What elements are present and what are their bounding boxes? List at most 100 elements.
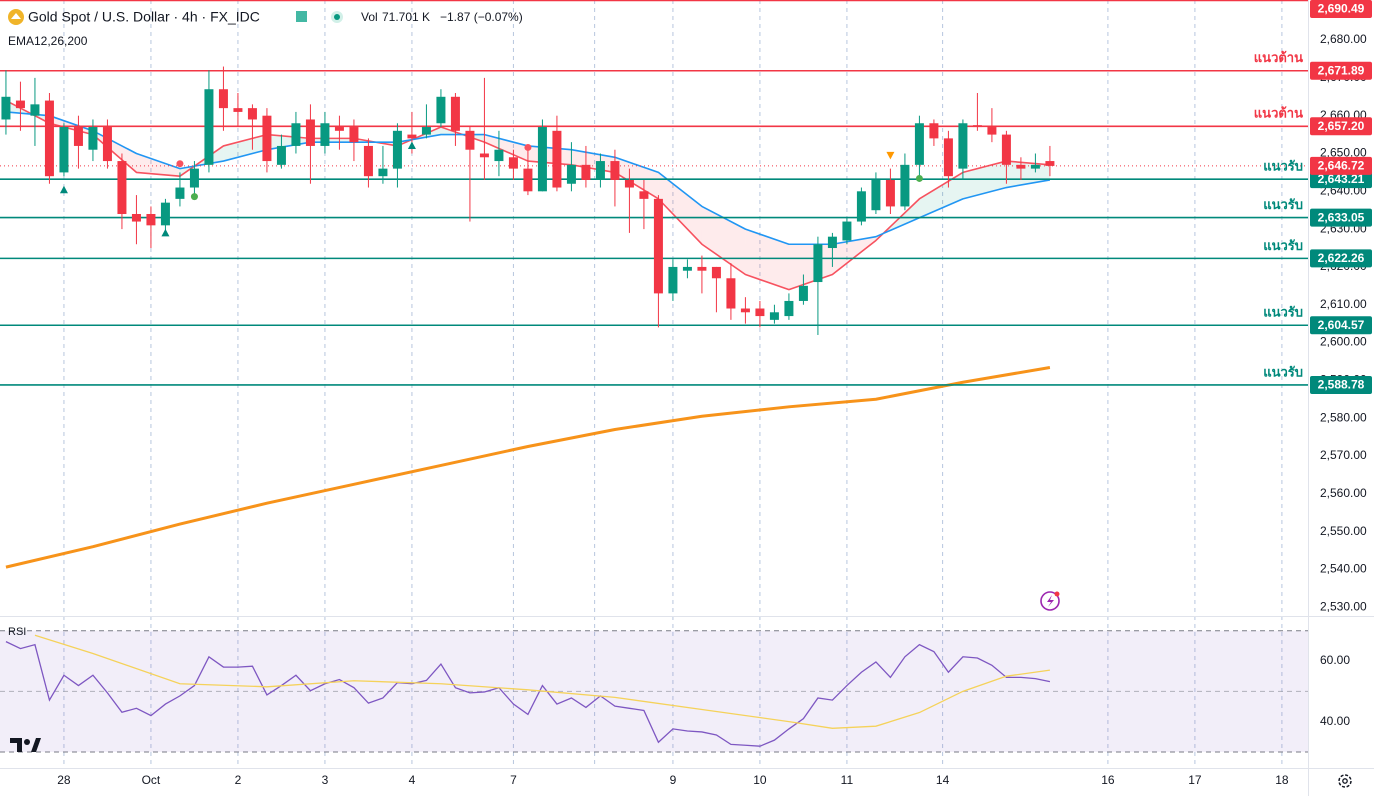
level-price-label: 2,671.89 [1318,63,1365,77]
candle-body [305,119,315,146]
candle-body [827,236,837,249]
candle-body [247,108,257,120]
level-price-label: 2,643.21 [1318,172,1365,186]
level-price-box [1310,249,1372,268]
candle-body [363,145,373,177]
candle-body [595,161,605,180]
rsi-tick-label: 40.00 [1320,714,1350,728]
symbol-icon-glyph [11,13,21,19]
level-note: แนวรับ [1263,159,1303,174]
tradingview-logo[interactable] [10,738,41,752]
level-price-label: 2,604.57 [1318,318,1365,332]
last-price-label: 2,646.72 [1318,159,1365,173]
symbol-title[interactable]: Gold Spot / U.S. Dollar · 4h · FX_IDC [28,9,260,25]
level-price-box [1310,117,1372,136]
candle-body [15,100,25,109]
candle-body [798,285,808,301]
alert-icon[interactable] [1040,591,1060,611]
ema-ribbon [484,134,528,162]
level-note: แนวรับ [1263,238,1303,253]
candle-body [929,123,939,139]
candle-body [740,308,750,313]
signal-dot [524,143,532,151]
rsi-line [34,634,1050,729]
x-tick-label: 2 [235,773,242,787]
level-price-box [1310,316,1372,335]
candle-body [102,127,112,162]
y-tick-label: 2,540.00 [1320,562,1367,576]
level-price-label: 2,588.78 [1318,378,1365,392]
level-price-box [1310,208,1372,227]
candle-body [479,153,489,158]
candle-body [204,89,214,165]
candle-body [624,179,634,188]
candle-body [682,266,692,271]
x-tick-label: 4 [409,773,416,787]
candle-body [755,308,765,317]
y-tick-label: 2,550.00 [1320,524,1367,538]
candle-body [711,266,721,279]
candle-body [1045,161,1055,166]
candle-body [784,300,794,317]
ema-ribbon [136,153,180,177]
level-price-box [1310,61,1372,80]
level-note: แนวรับ [1263,364,1303,379]
y-tick-label: 2,530.00 [1320,599,1367,613]
ema-ribbon [701,206,746,275]
candle-body [349,127,359,143]
y-tick-label: 2,650.00 [1320,146,1367,160]
settings-button[interactable] [1338,774,1352,788]
candle-body [842,221,852,241]
candle-body [523,168,533,192]
grid-layer [63,0,1283,768]
candle-body [566,164,576,184]
candle-body [885,179,895,207]
candle-body [189,168,199,188]
candle-body [465,130,475,150]
candle-body [494,149,504,162]
candle-body [914,123,924,165]
candle-body [218,89,228,109]
ema-ribbon [223,134,267,162]
level-note: แนวรับ [1263,197,1303,212]
signal-dot [190,193,198,201]
data-status [334,14,340,20]
x-tick-label: 7 [510,773,517,787]
x-tick-label: 28 [57,773,71,787]
x-tick-label: Oct [142,773,161,787]
level-price-label: 2,633.05 [1318,210,1365,224]
indicator-legend[interactable]: EMA12,26,200 [8,34,88,48]
x-tick-label: 9 [670,773,677,787]
volume-value: 71.701 K [382,10,430,24]
candle-body [146,213,156,226]
candle-body [334,127,344,131]
candle-body [610,161,620,180]
candle-body [856,191,866,222]
signal-up [407,141,416,150]
candle-body [972,125,982,128]
rsi-title[interactable]: RSI [8,626,26,638]
candle-body [943,138,953,177]
x-tick-label: 10 [753,773,767,787]
level-price-box [1310,0,1372,18]
candle-body [769,312,779,320]
x-tick-label: 18 [1275,773,1289,787]
signal-up [59,185,68,194]
candle-body [726,278,736,309]
candle-body [262,115,272,162]
candle-body [508,157,518,169]
candle-body [160,202,170,226]
y-tick-label: 2,560.00 [1320,486,1367,500]
candle-body [552,130,562,188]
level-note: แนวต้าน [1254,50,1303,65]
candle-body [668,266,678,294]
candle-body [871,179,881,211]
signal-dot [915,174,923,182]
x-tick-label: 17 [1188,773,1202,787]
candle-body [233,108,243,112]
candle-body [30,104,40,116]
rsi-pane [0,630,1308,753]
price-change: −1.87 (−0.07%) [440,10,523,24]
